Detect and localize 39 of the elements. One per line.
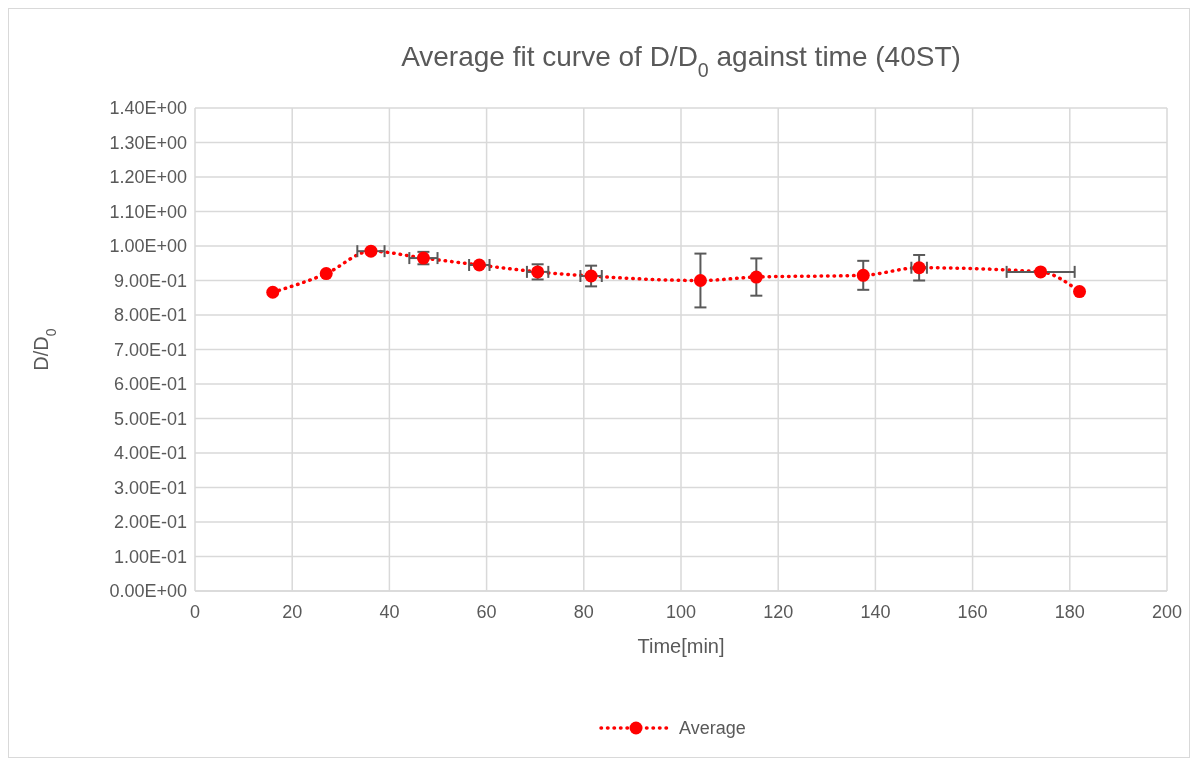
- legend-label: Average: [679, 718, 746, 739]
- chart-title: Average fit curve of D/D$_{0}$ against time (40ST): [401, 41, 961, 81]
- x-tick-label: 200: [1151, 602, 1183, 622]
- x-tick-label: 140: [860, 602, 891, 622]
- point: [1073, 285, 1087, 299]
- point: [266, 285, 280, 299]
- y-tick-label: 8.00E-01: [113, 305, 187, 326]
- x-tick-label: 80: [573, 602, 594, 622]
- y-tick-label: 1.30E+00: [109, 132, 187, 153]
- point: [584, 269, 598, 283]
- y-tick-label: 5.00E-01: [113, 408, 187, 429]
- y-tick-label: 1.00E-01: [113, 546, 187, 567]
- point: [472, 258, 486, 272]
- x-tick-label: 20: [282, 602, 303, 622]
- point: [364, 244, 378, 258]
- y-tick-label: 3.00E-01: [113, 477, 187, 498]
- x-tick-label: 40: [379, 602, 400, 622]
- point: [319, 267, 333, 281]
- y-tick-label: 1.40E+00: [109, 98, 187, 119]
- y-tick-label: 2.00E-01: [113, 512, 187, 533]
- x-tick-label: 180: [1054, 602, 1085, 622]
- y-tick-label: 9.00E-01: [113, 270, 187, 291]
- y-tick-label: 1.10E+00: [109, 201, 187, 222]
- point: [693, 274, 707, 287]
- y-tick-label: 4.00E-01: [113, 443, 187, 464]
- x-tick-label: 120: [763, 602, 794, 622]
- point: [1034, 265, 1048, 279]
- y-tick-label: 1.00E+00: [109, 236, 187, 257]
- x-tick-label: 60: [476, 602, 497, 622]
- x-axis-title: Time[min]: [637, 635, 725, 657]
- x-tick-label: 100: [665, 602, 697, 622]
- y-tick-label: 7.00E-01: [113, 339, 187, 360]
- y-tick-label: 1.20E+00: [109, 167, 187, 188]
- y-tick-label: 6.00E-01: [113, 374, 187, 395]
- x-tick-label: 0: [189, 602, 201, 622]
- y-tick-label: 0.00E+00: [109, 581, 187, 602]
- point: [856, 268, 870, 282]
- point: [749, 270, 763, 284]
- x-tick-label: 160: [957, 602, 988, 622]
